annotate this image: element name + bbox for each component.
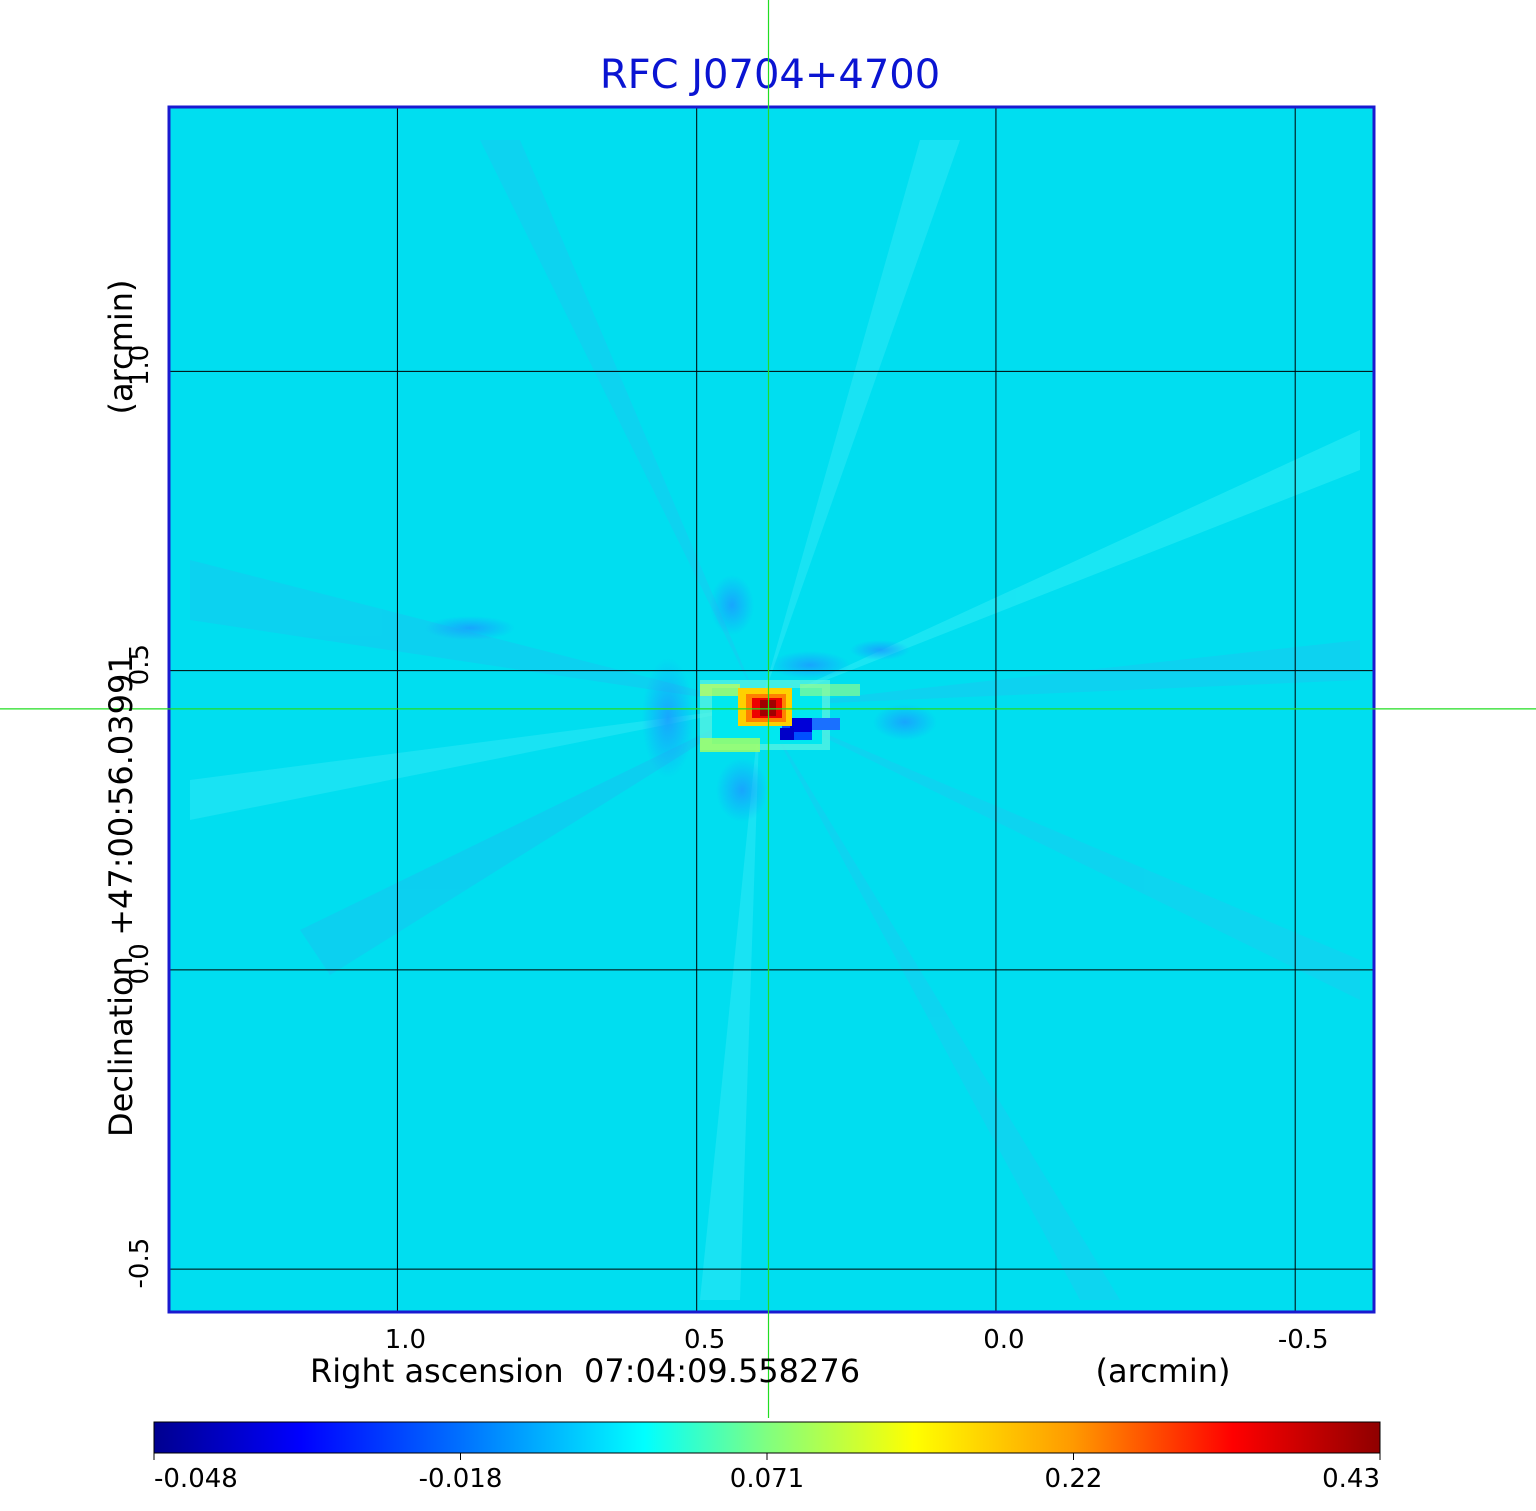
x-tick-label: 1.0 <box>385 1325 426 1355</box>
streak-2 <box>300 706 760 975</box>
y-tick-label: 1.0 <box>125 345 155 386</box>
sidelobe-streaks <box>190 140 1360 1300</box>
source-structure <box>425 575 937 822</box>
y-axis-unit: (arcmin) <box>102 280 140 415</box>
y-tick-label: 0.0 <box>125 943 155 984</box>
streak-5 <box>480 140 760 706</box>
y-axis-label: Declination +47:00:56.03991 <box>102 653 140 1137</box>
y-tick-labels: -0.5 0.0 0.5 1.0 <box>125 345 155 1289</box>
dip-blue-3 <box>780 728 794 740</box>
y-tick-label: 0.5 <box>125 644 155 685</box>
x-tick-label: 0.0 <box>983 1325 1024 1355</box>
dip-blue-2 <box>790 718 812 732</box>
halo-streak-right <box>850 640 910 660</box>
arm-green-right <box>800 684 860 696</box>
streak-10 <box>760 640 1360 706</box>
streak-6 <box>760 706 1120 1300</box>
halo-right <box>873 704 937 740</box>
chart-title: RFC J0704+4700 <box>600 52 940 98</box>
streak-8 <box>760 140 960 706</box>
halo-left <box>642 658 694 778</box>
halo-upper-left <box>425 616 515 640</box>
x-axis-label: Right ascension 07:04:09.558276 <box>310 1352 860 1390</box>
x-tick-label: 0.5 <box>684 1325 725 1355</box>
halo-top <box>710 575 754 635</box>
arm-green-left <box>700 738 760 752</box>
x-tick-labels: 1.0 0.5 0.0 -0.5 <box>385 1325 1329 1355</box>
halo-bottom <box>716 758 768 822</box>
colorbar-tick-label: 0.22 <box>1045 1464 1103 1494</box>
colorbar-tick-label: 0.43 <box>1322 1464 1380 1494</box>
streak-9 <box>190 706 760 820</box>
y-tick-label: -0.5 <box>125 1238 155 1289</box>
streak-7 <box>700 706 760 1300</box>
colorbar-tick-label: 0.071 <box>730 1464 804 1494</box>
dip-blue-4 <box>812 718 840 730</box>
arm-green-upper <box>700 684 740 696</box>
colorbar-ticks: -0.048 -0.018 0.071 0.22 0.43 <box>153 1453 1381 1494</box>
colorbar <box>153 1421 1381 1454</box>
halo-upper-right <box>770 651 850 679</box>
colorbar-tick-label: -0.018 <box>419 1464 503 1494</box>
streak-4 <box>760 706 1360 1000</box>
x-axis-unit: (arcmin) <box>1096 1352 1231 1390</box>
streak-3 <box>760 430 1360 706</box>
x-tick-label: -0.5 <box>1278 1325 1329 1355</box>
colorbar-tick-label: -0.048 <box>154 1464 238 1494</box>
